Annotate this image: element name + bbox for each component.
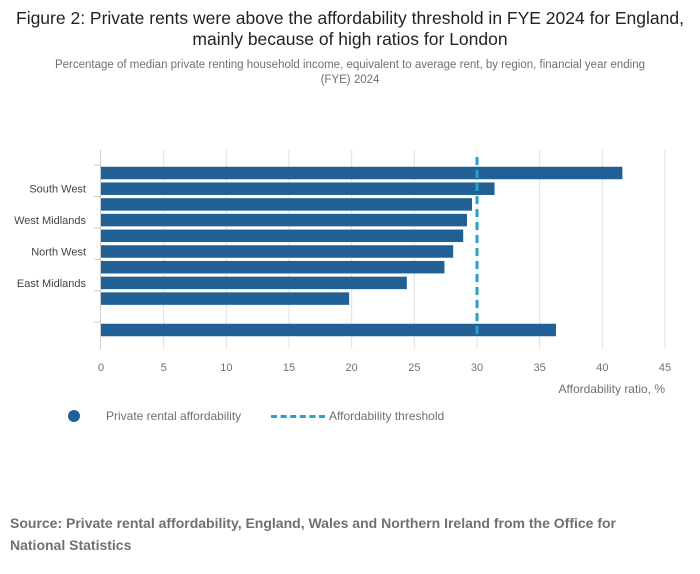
x-tick-label: 15 [283,362,295,374]
bar [101,260,445,274]
category-label: West Midlands [14,215,86,227]
bar-layer [101,166,623,337]
legend-threshold-label: Affordability threshold [329,409,445,423]
x-tick-label: 45 [659,362,671,374]
category-label: North West [31,247,86,259]
bar [101,166,623,180]
category-label: South West [29,184,86,196]
legend: Private rental affordability Affordabili… [0,406,700,426]
chart-subtitle: Percentage of median private renting hou… [54,59,646,86]
x-tick-label: 35 [534,362,546,374]
x-tick-label: 25 [408,362,420,374]
legend-series-marker [68,410,80,422]
x-tick-label: 40 [596,362,608,374]
bar [101,213,467,227]
bar [101,276,407,290]
x-tick-label: 0 [98,362,104,374]
x-tick-label: 20 [346,362,358,374]
bar-chart: South West West Midlands North West East Mi… [14,150,671,396]
chart-title: Figure 2: Private rents were above the a… [16,8,684,49]
bar [101,323,556,337]
bar [101,292,350,305]
source-note: Source: Private rental affordability, En… [10,515,616,553]
x-tick-label: 10 [220,362,232,374]
category-label: East Midlands [17,278,87,290]
bar [101,229,464,243]
x-tick-label: 5 [161,362,167,374]
x-tick-labels: 0 5 10 15 20 25 30 35 40 45 [98,362,671,374]
bar [101,245,454,258]
bar [101,198,472,211]
x-tick-label: 30 [471,362,483,374]
x-axis-title: Affordability ratio, % [559,382,666,396]
legend-series-label: Private rental affordability [106,409,242,423]
legend-threshold-marker [271,415,325,418]
category-labels: South West West Midlands North West East Mi… [14,184,86,290]
bar [101,182,495,195]
